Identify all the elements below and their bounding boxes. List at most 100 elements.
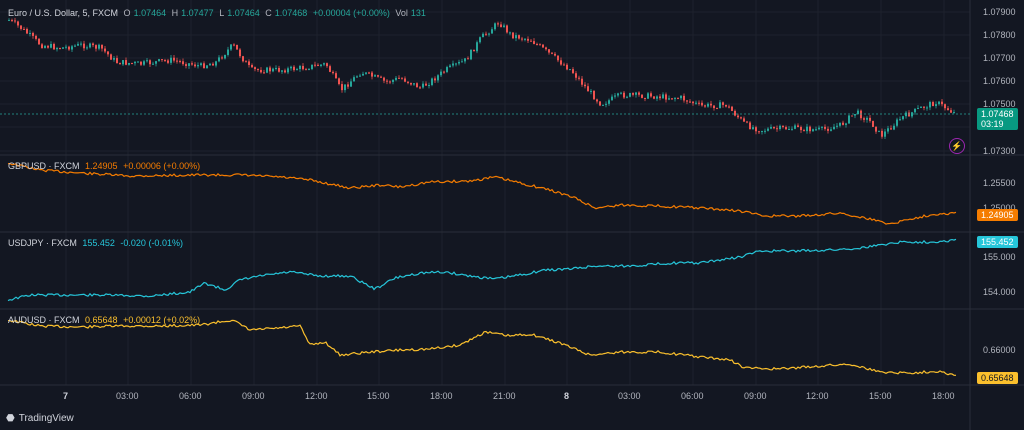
candle-body <box>44 45 46 49</box>
candle-body <box>443 71 445 73</box>
candle-body <box>842 122 844 125</box>
candle-body <box>35 35 37 39</box>
candle-body <box>506 25 508 33</box>
candle-body <box>329 66 331 72</box>
candle-body <box>569 69 571 71</box>
candle-body <box>920 106 922 108</box>
candle-body <box>224 54 226 59</box>
candle-body <box>314 64 316 66</box>
candle-body <box>110 54 112 60</box>
candle-body <box>848 115 850 124</box>
candle-body <box>200 63 202 66</box>
candle-body <box>596 99 598 102</box>
candle-body <box>242 56 244 62</box>
candle-body <box>161 59 163 61</box>
candle-body <box>614 95 616 97</box>
candle-body <box>851 115 853 117</box>
candle-body <box>893 125 895 130</box>
usdjpy-badge: 155.452 <box>977 236 1018 248</box>
candle-body <box>461 61 463 63</box>
candle-body <box>698 102 700 104</box>
candle-body <box>626 96 628 98</box>
candle-body <box>707 103 709 107</box>
candle-body <box>890 128 892 130</box>
candle-body <box>602 104 604 106</box>
candle-body <box>32 32 34 36</box>
audusd-title[interactable]: AUDUSD · FXCM <box>8 315 80 325</box>
candle-body <box>326 63 328 67</box>
y-tick: 1.25000 <box>983 203 1016 213</box>
candle-body <box>578 77 580 79</box>
candle-body <box>185 64 187 66</box>
usdjpy-title[interactable]: USDJPY · FXCM <box>8 238 77 248</box>
candle-body <box>713 105 715 109</box>
candle-body <box>107 51 109 55</box>
main-legend: Euro / U.S. Dollar, 5, FXCM O 1.07464 H 1.… <box>8 8 429 18</box>
candle-body <box>917 107 919 109</box>
candle-body <box>557 55 559 61</box>
candle-body <box>818 127 820 130</box>
candle-body <box>83 43 85 49</box>
candle-body <box>623 92 625 98</box>
candle-body <box>839 122 841 126</box>
candle-body <box>923 106 925 108</box>
tradingview-logo[interactable]: ⬣ TradingView <box>6 413 74 424</box>
candle-body <box>749 122 751 130</box>
candle-body <box>65 46 67 48</box>
candle-body <box>953 112 955 114</box>
candle-body <box>752 127 754 130</box>
usdjpy-line <box>7 238 957 302</box>
x-tick: 15:00 <box>367 391 390 401</box>
candle-body <box>533 41 535 44</box>
candle-body <box>710 103 712 106</box>
candle-body <box>386 80 388 82</box>
candle-body <box>176 60 178 62</box>
audusd-legend: AUDUSD · FXCM 0.65648 +0.00012 (+0.02%) <box>8 315 203 325</box>
candle-body <box>884 131 886 137</box>
candle-body <box>353 77 355 82</box>
candle-body <box>695 102 697 104</box>
candle-body <box>830 129 832 131</box>
candle-body <box>686 100 688 102</box>
candle-body <box>716 108 718 110</box>
y-tick: 1.07700 <box>983 53 1016 63</box>
candle-body <box>50 43 52 48</box>
gbpusd-title[interactable]: GBPUSD · FXCM <box>8 161 80 171</box>
candle-body <box>440 71 442 76</box>
candle-body <box>371 72 373 77</box>
candle-body <box>53 43 55 50</box>
candle-body <box>419 87 421 89</box>
bar-countdown: 03:19 <box>981 119 1004 129</box>
candle-body <box>407 81 409 83</box>
candle-body <box>344 84 346 91</box>
candle-body <box>743 118 745 122</box>
candle-body <box>23 28 25 30</box>
candle-body <box>479 37 481 43</box>
x-tick: 12:00 <box>305 391 328 401</box>
candle-body <box>701 102 703 106</box>
candle-body <box>605 103 607 105</box>
candle-body <box>446 67 448 72</box>
candle-body <box>221 57 223 59</box>
candle-body <box>92 43 94 46</box>
y-tick: 0.66000 <box>983 345 1016 355</box>
candle-body <box>95 45 97 49</box>
candle-body <box>680 95 682 99</box>
candle-body <box>20 25 22 29</box>
candle-body <box>638 92 640 95</box>
candle-body <box>722 102 724 105</box>
lightning-icon[interactable]: ⚡ <box>949 138 965 154</box>
symbol-title[interactable]: Euro / U.S. Dollar, 5, FXCM <box>8 8 119 18</box>
candle-body <box>803 130 805 132</box>
candle-body <box>338 78 340 85</box>
candle-body <box>590 90 592 92</box>
candle-body <box>74 45 76 47</box>
candle-body <box>539 44 541 46</box>
gbpusd-change: +0.00006 (+0.00%) <box>123 161 201 171</box>
candle-body <box>146 60 148 62</box>
candle-body <box>380 76 382 78</box>
x-tick: 06:00 <box>179 391 202 401</box>
change-value: +0.00004 (+0.00%) <box>312 8 390 18</box>
